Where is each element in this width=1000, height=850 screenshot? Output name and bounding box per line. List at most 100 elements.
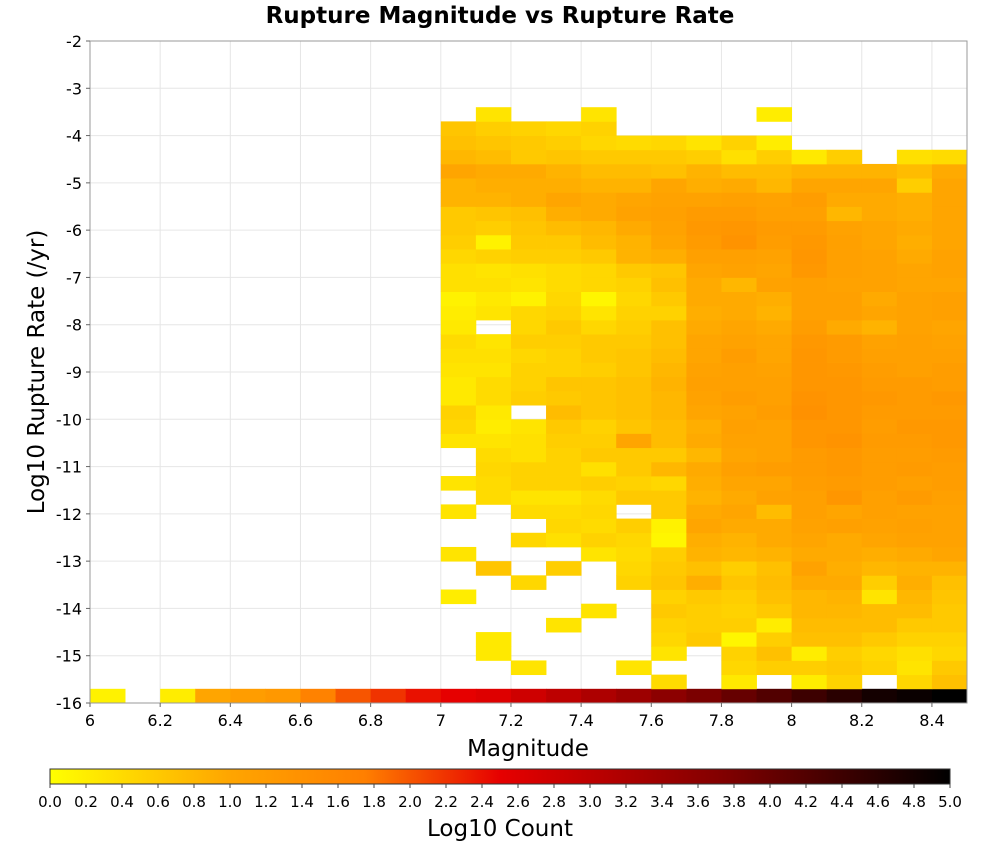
- heatmap-cell: [546, 334, 582, 349]
- heatmap-cell: [475, 447, 512, 463]
- heatmap-cell: [896, 688, 933, 704]
- heatmap-cell: [616, 234, 652, 250]
- heatmap-cell: [931, 490, 968, 505]
- heatmap-cell: [721, 546, 757, 562]
- heatmap-cell: [581, 490, 617, 505]
- colorbar-label: Log10 Count: [427, 816, 573, 842]
- heatmap-cell: [546, 376, 582, 392]
- heatmap-cell: [861, 192, 898, 207]
- heatmap-cell: [440, 206, 477, 222]
- heatmap-cell: [826, 589, 863, 605]
- heatmap-cell: [721, 249, 757, 264]
- heatmap-cell: [546, 390, 582, 406]
- heatmap-cell: [721, 617, 757, 633]
- heatmap-cell: [440, 334, 477, 349]
- heatmap-cell: [686, 575, 722, 590]
- heatmap-cell: [651, 362, 687, 378]
- heatmap-cell: [475, 291, 512, 307]
- heatmap-cell: [861, 660, 898, 676]
- heatmap-cell: [931, 305, 968, 321]
- heatmap-cell: [475, 220, 512, 236]
- heatmap-cell: [826, 419, 863, 434]
- heatmap-cell: [791, 220, 828, 236]
- heatmap-cell: [896, 674, 933, 690]
- x-tick-label: 7.6: [639, 711, 664, 730]
- colorbar-tick-label: 1.4: [290, 793, 314, 811]
- heatmap-cell: [826, 504, 863, 519]
- heatmap-cell: [931, 419, 968, 434]
- heatmap-cell: [475, 149, 512, 165]
- colorbar-tick-label: 1.6: [326, 793, 350, 811]
- heatmap-cell: [721, 178, 757, 193]
- heatmap-cell: [791, 206, 828, 222]
- heatmap-cell: [651, 178, 687, 193]
- heatmap-cell: [616, 546, 652, 562]
- heatmap-cell: [581, 376, 617, 392]
- heatmap-cell: [756, 305, 792, 321]
- heatmap-cell: [756, 589, 792, 605]
- heatmap-cell: [651, 589, 687, 605]
- heatmap-cell: [616, 561, 652, 576]
- y-tick-label: -7: [66, 268, 82, 287]
- heatmap-cell: [791, 532, 828, 548]
- heatmap-cell: [581, 192, 617, 207]
- y-tick-label: -2: [66, 32, 82, 51]
- x-tick-label: 8: [787, 711, 797, 730]
- heatmap-cell: [931, 149, 968, 165]
- heatmap-cell: [861, 688, 898, 704]
- heatmap-cell: [791, 277, 828, 293]
- x-tick-label: 6.8: [358, 711, 383, 730]
- heatmap-cell: [230, 688, 266, 704]
- heatmap-cell: [791, 348, 828, 363]
- heatmap-cell: [861, 632, 898, 647]
- heatmap-cell: [826, 149, 863, 165]
- heatmap-cell: [475, 348, 512, 363]
- heatmap-cell: [651, 163, 687, 179]
- heatmap-cell: [686, 234, 722, 250]
- heatmap-cell: [686, 589, 722, 605]
- heatmap-cell: [686, 476, 722, 491]
- heatmap-cell: [686, 220, 722, 236]
- y-tick-label: -4: [66, 127, 82, 146]
- heatmap-cell: [861, 419, 898, 434]
- heatmap-cell: [686, 305, 722, 321]
- heatmap-cell: [756, 291, 792, 307]
- heatmap-cell: [896, 206, 933, 222]
- heatmap-cell: [651, 419, 687, 434]
- heatmap-cell: [546, 277, 582, 293]
- heatmap-cell: [896, 263, 933, 278]
- heatmap-cell: [686, 518, 722, 534]
- heatmap-cell: [616, 660, 652, 676]
- heatmap-cell: [510, 461, 547, 477]
- heatmap-cell: [896, 561, 933, 576]
- heatmap-cell: [896, 433, 933, 449]
- heatmap-cell: [686, 334, 722, 349]
- heatmap-cell: [686, 263, 722, 278]
- heatmap-cell: [896, 305, 933, 321]
- heatmap-cell: [826, 362, 863, 378]
- heatmap-cell: [756, 504, 792, 519]
- heatmap-cell: [475, 249, 512, 264]
- colorbar-tick-label: 4.0: [758, 793, 782, 811]
- heatmap-cell: [686, 504, 722, 519]
- heatmap-cell: [756, 419, 792, 434]
- heatmap-cell: [721, 149, 757, 165]
- heatmap-cell: [546, 532, 582, 548]
- heatmap-cell: [581, 178, 617, 193]
- heatmap-cell: [616, 135, 652, 151]
- heatmap-cell: [616, 220, 652, 236]
- heatmap-cell: [546, 178, 582, 193]
- heatmap-cell: [651, 617, 687, 633]
- heatmap-cell: [686, 178, 722, 193]
- colorbar: [49, 768, 951, 785]
- heatmap-cell: [651, 376, 687, 392]
- heatmap-cell: [791, 234, 828, 250]
- y-axis-label: Log10 Rupture Rate (/yr): [24, 230, 50, 515]
- x-tick-label: 6.2: [147, 711, 172, 730]
- heatmap-cell: [826, 206, 863, 222]
- heatmap-cell: [931, 504, 968, 519]
- y-tick-label: -13: [56, 552, 82, 571]
- heatmap-cell: [896, 461, 933, 477]
- heatmap-cell: [440, 376, 477, 392]
